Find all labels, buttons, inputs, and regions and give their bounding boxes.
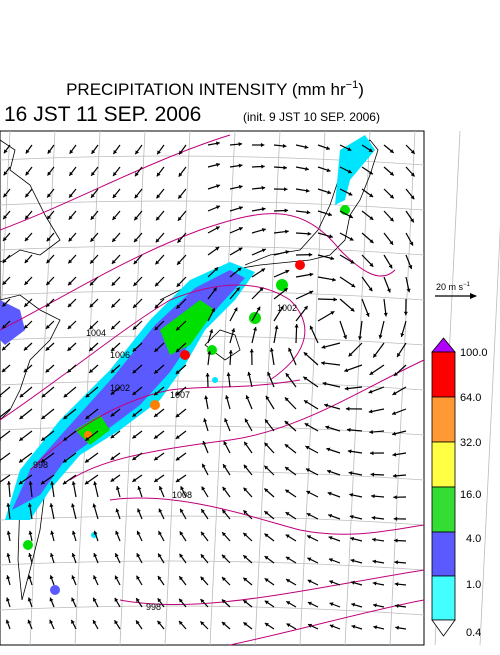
isobar-label: 998 [146,602,161,612]
colorbar-label: 0.4 [466,627,481,639]
colorbar-label: 1.0 [466,579,481,591]
colorbar-label: 16.0 [460,489,481,501]
isobar-label: 1002 [110,383,130,393]
colorbar [432,338,455,636]
colorbar-segment [432,352,455,397]
isobar-label: 1008 [172,490,192,500]
precip-cell [249,312,261,324]
map-frame [0,131,424,645]
precip-cell [150,400,160,410]
isobar-label: 1004 [86,328,106,338]
isobar-label: 998 [33,460,48,470]
precip-cell [212,377,218,383]
precip-cell [295,260,305,270]
colorbar-segment [432,487,455,532]
colorbar-label: 4.0 [466,533,481,545]
precip-cell [180,350,190,360]
valid-time: 16 JST 11 SEP. 2006 [4,103,201,126]
colorbar-segment [432,442,455,487]
title-text: PRECIPITATION INTENSITY (mm hr [66,80,346,99]
isobar-label: 1007 [170,390,190,400]
title: PRECIPITATION INTENSITY (mm hr−1) [66,79,364,99]
colorbar-segment [432,576,455,620]
colorbar-segment [432,397,455,442]
precip-cell [23,540,33,550]
precip-cell [84,431,92,439]
colorbar-segment [432,532,455,576]
isobar-label: 1002 [277,303,297,313]
title-sup: −1 [346,79,359,91]
isobar-label: 1006 [110,350,130,360]
colorbar-label: 64.0 [460,392,481,404]
wind-scale-text: 20 m s [436,282,464,292]
colorbar-label: 100.0 [460,347,488,359]
precip-cell [50,585,60,595]
init-time: (init. 9 JST 10 SEP. 2006) [243,110,380,124]
wind-scale-sup: −1 [463,282,471,288]
title-close: ) [358,80,364,99]
colorbar-label: 32.0 [460,437,481,449]
